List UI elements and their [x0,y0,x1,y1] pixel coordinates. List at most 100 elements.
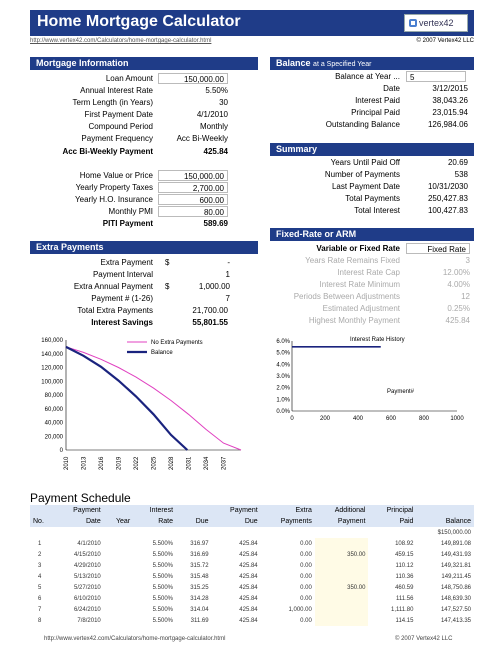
y-tick-label: 2.0% [276,386,290,392]
table-cell: 0.00 [300,584,312,591]
y-tick-label: 3.0% [276,374,290,380]
table-cell[interactable] [314,615,369,626]
header-link[interactable]: http://www.vertex42.com/Calculators/home… [30,38,212,44]
arm-1-label: Interest Rate Cap [337,268,400,277]
footer-link[interactable]: http://www.vertex42.com/Calculators/home… [44,636,226,642]
cost-3-value[interactable]: 80.00 [158,206,228,217]
table-cell: 5/13/2010 [74,573,101,580]
table-cell: 6/24/2010 [74,606,101,613]
extra-0-value[interactable]: - [227,258,230,267]
header-bar: Home Mortgage Calculator vertex42 [30,10,474,36]
schedule-header-top [416,505,474,516]
x-tick-label: 2010 [64,456,70,470]
table-cell [104,604,133,615]
extra-2-value[interactable]: 1,000.00 [198,282,230,291]
balance-0-value: 3/12/2015 [432,84,468,93]
x-tick-label: 800 [419,416,430,422]
arm-4-label: Estimated Adjustment [322,304,400,313]
table-cell: 1 [38,540,42,547]
table-cell: 425.84 [239,617,258,624]
table-cell[interactable] [314,593,369,604]
x-tick-label: 2037 [222,456,228,470]
mortgage-0-value[interactable]: 150,000.00 [158,73,228,84]
arm-section-title: Fixed-Rate or ARM [270,228,474,241]
table-cell: 149,891.08 [440,540,471,547]
table-cell: 147,527.50 [440,606,471,613]
table-cell[interactable] [314,604,369,615]
legend-label-1: Balance [151,350,173,356]
schedule-header-top: Interest [133,505,177,516]
table-cell [104,571,133,582]
cost-3-label: Monthly PMI [108,207,153,216]
table-cell: 6/10/2010 [74,595,101,602]
y-tick-label: 20,000 [45,434,64,440]
extra-2-currency: $ [165,282,170,291]
acc-payment-label: Acc Bi-Weekly Payment [62,147,153,156]
schedule-header: Payment [314,516,369,527]
interest-savings-label: Interest Savings [91,318,153,327]
table-cell: 311.69 [190,617,209,624]
schedule-header: Paid [368,516,417,527]
mortgage-3-label: First Payment Date [84,110,153,119]
table-cell: 1,111.80 [390,606,414,613]
table-cell: 314.04 [190,606,209,613]
schedule-header-top [30,505,55,516]
table-cell[interactable]: 350.00 [314,582,369,593]
x-tick-label: 2016 [99,456,105,470]
table-cell[interactable] [314,571,369,582]
y-tick-label: 40,000 [45,421,64,427]
mortgage-2-value: 30 [219,98,228,107]
schedule-header-top: Additional [314,505,369,516]
table-cell: 5.500% [152,584,174,591]
summary-3-value: 250,427.83 [427,194,468,203]
cost-1-value[interactable]: 2,700.00 [158,182,228,193]
x-tick-label: 400 [353,416,364,422]
arm-2-label: Interest Rate Minimum [319,280,400,289]
table-cell[interactable] [314,560,369,571]
table-cell: 425.84 [239,584,258,591]
table-cell: 2 [38,551,42,558]
mortgage-1-label: Annual Interest Rate [80,86,153,95]
table-cell [104,593,133,604]
balance-year-value[interactable]: 5 [406,71,466,82]
payment-schedule: Payment Interest Payment Extra Additional Pri… [30,505,474,626]
y-tick-label: 6.0% [276,339,290,345]
extra-1-value[interactable]: 1 [225,270,230,279]
summary-0-value: 20.69 [447,158,468,167]
table-cell[interactable]: 350.00 [314,549,369,560]
table-cell: 0.00 [300,573,312,580]
table-cell [55,527,104,538]
summary-2-label: Last Payment Date [331,182,400,191]
table-cell: 5.500% [152,606,174,613]
table-cell [261,527,315,538]
extra-3-value[interactable]: 7 [225,294,230,303]
mortgage-section-title: Mortgage Information [30,57,258,70]
table-cell: 5.500% [152,562,174,569]
table-cell: 3 [38,562,42,569]
total-extra-label: Total Extra Payments [77,306,153,315]
y-tick-label: 5.0% [276,351,290,357]
cost-0-value[interactable]: 150,000.00 [158,170,228,181]
table-cell [104,549,133,560]
balance-year-label: Balance at Year ... [335,72,400,81]
arm-4-value: 0.25% [447,304,470,313]
table-cell: 315.25 [190,584,209,591]
table-cell: 149,321.81 [440,562,471,569]
schedule-header: Due [176,516,212,527]
cost-1-label: Yearly Property Taxes [75,183,153,192]
y-tick-label: 4.0% [276,362,290,368]
y-tick-label: 120,000 [41,366,63,372]
balance-3-label: Outstanding Balance [325,120,400,129]
cost-2-value[interactable]: 600.00 [158,194,228,205]
schedule-header-top [176,505,212,516]
piti-value: 589.69 [203,219,228,228]
schedule-header-top: Extra [260,505,315,516]
rate-type-label: Variable or Fixed Rate [316,244,400,253]
x-tick-label: 2031 [187,456,193,470]
extra-3-currency [165,293,175,304]
mortgage-0-label: Loan Amount [105,74,153,83]
balance-1-value: 38,043.26 [432,96,468,105]
extra-section-title: Extra Payments [30,241,258,254]
table-cell[interactable] [314,538,369,549]
chart-legend: Interest Rate History [350,337,405,343]
